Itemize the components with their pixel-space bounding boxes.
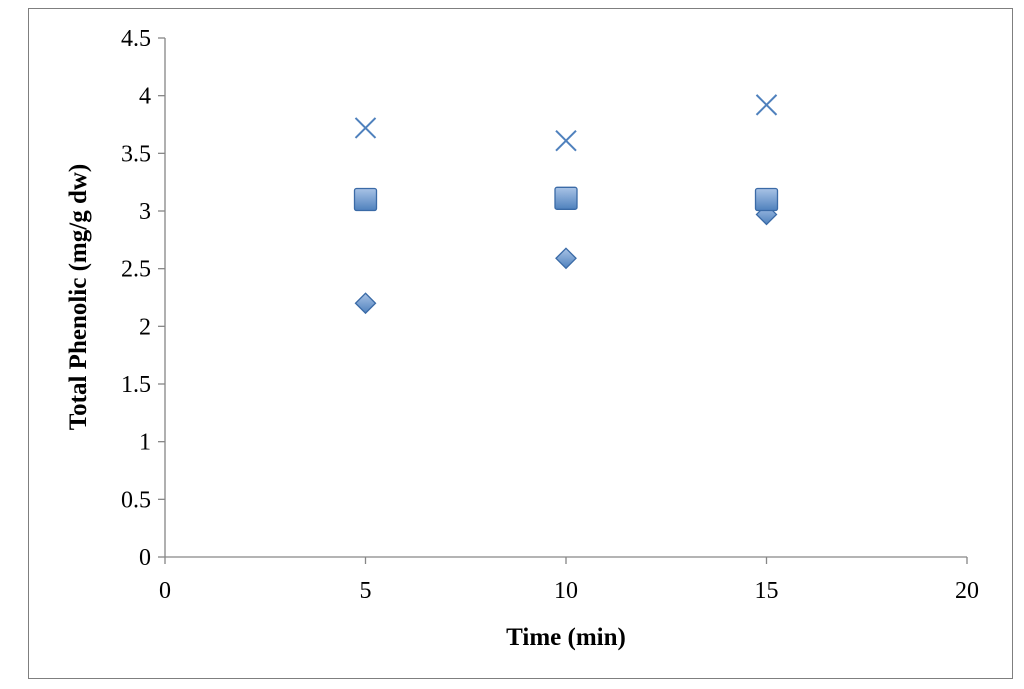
diamond-point — [555, 247, 577, 270]
axes: 0 0.5 1 1.5 2 2.5 3 3.5 4 4.5 0 5 10 15 20 — [121, 26, 979, 604]
y-tick-label: 3 — [139, 199, 151, 225]
cross-point — [354, 117, 377, 139]
y-tick-label: 4 — [139, 84, 151, 110]
data-points — [353, 94, 779, 315]
y-tick-label: 1.5 — [121, 372, 151, 398]
y-tick-label: 0.5 — [121, 487, 151, 513]
diamond-point — [354, 292, 377, 315]
x-tick-label: 20 — [955, 578, 979, 604]
x-tick-label: 5 — [360, 578, 372, 604]
y-tick-label: 1 — [139, 430, 151, 456]
x-axis-title: Time (min) — [506, 624, 626, 651]
y-tick-label: 4.5 — [121, 26, 151, 52]
x-tick-label: 15 — [755, 578, 779, 604]
x-tick-label: 0 — [159, 578, 171, 604]
cross-point — [555, 129, 577, 152]
x-tick-label: 10 — [554, 578, 578, 604]
square-point — [754, 187, 779, 212]
y-tick-label: 0 — [139, 545, 151, 571]
y-tick-label: 2.5 — [121, 257, 151, 283]
y-tick-label: 2 — [139, 314, 151, 340]
square-point — [554, 186, 578, 210]
y-tick-label: 3.5 — [121, 141, 151, 167]
square-point — [353, 187, 378, 212]
chart-frame — [28, 8, 1013, 679]
cross-point — [755, 94, 778, 116]
y-axis-title: Total Phenolic (mg/g dw) — [65, 164, 92, 430]
